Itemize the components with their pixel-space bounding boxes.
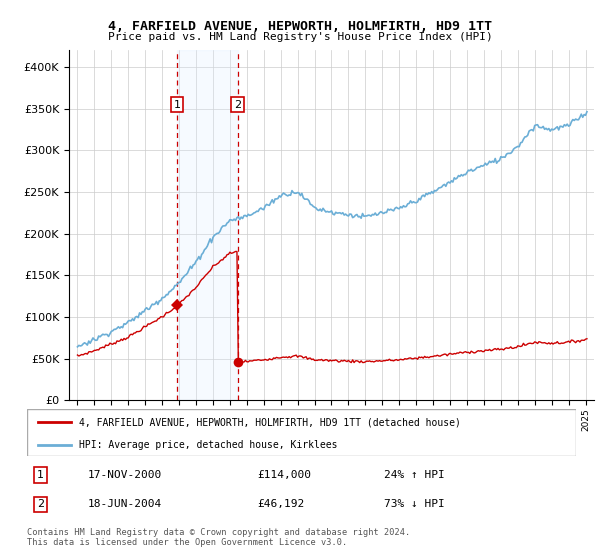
Text: 1: 1	[37, 470, 44, 480]
Text: 4, FARFIELD AVENUE, HEPWORTH, HOLMFIRTH, HD9 1TT (detached house): 4, FARFIELD AVENUE, HEPWORTH, HOLMFIRTH,…	[79, 417, 461, 427]
Text: 73% ↓ HPI: 73% ↓ HPI	[384, 500, 445, 510]
Text: 4, FARFIELD AVENUE, HEPWORTH, HOLMFIRTH, HD9 1TT: 4, FARFIELD AVENUE, HEPWORTH, HOLMFIRTH,…	[108, 20, 492, 32]
Text: £114,000: £114,000	[257, 470, 311, 480]
Text: Contains HM Land Registry data © Crown copyright and database right 2024.
This d: Contains HM Land Registry data © Crown c…	[27, 528, 410, 547]
FancyBboxPatch shape	[27, 409, 576, 456]
Text: 18-JUN-2004: 18-JUN-2004	[88, 500, 161, 510]
Text: 17-NOV-2000: 17-NOV-2000	[88, 470, 161, 480]
Text: Price paid vs. HM Land Registry's House Price Index (HPI): Price paid vs. HM Land Registry's House …	[107, 32, 493, 43]
Text: 1: 1	[173, 100, 181, 110]
Text: £46,192: £46,192	[257, 500, 305, 510]
Bar	[177, 50, 238, 400]
Text: HPI: Average price, detached house, Kirklees: HPI: Average price, detached house, Kirk…	[79, 440, 338, 450]
Text: 24% ↑ HPI: 24% ↑ HPI	[384, 470, 445, 480]
Text: 2: 2	[234, 100, 241, 110]
Text: 2: 2	[37, 500, 44, 510]
